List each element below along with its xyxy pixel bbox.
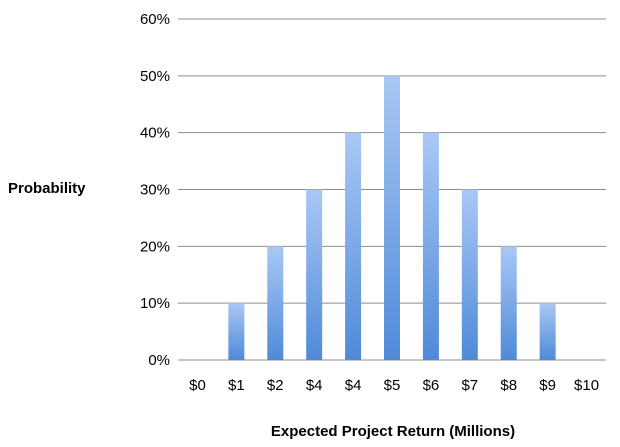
y-tick-labels: 0% 10% 20% 30% 40% 50% 60% <box>140 11 170 369</box>
x-tick-label: $4 <box>306 377 323 394</box>
y-tick-label: 30% <box>140 182 170 199</box>
x-tick-label: $7 <box>461 377 478 394</box>
bar <box>267 246 284 360</box>
y-tick-label: 0% <box>148 352 170 369</box>
y-tick-label: 60% <box>140 11 170 28</box>
bar <box>422 132 439 360</box>
y-tick-label: 40% <box>140 125 170 142</box>
x-tick-label: $10 <box>574 377 599 394</box>
bar <box>384 75 400 360</box>
bar <box>539 303 556 360</box>
y-tick-label: 20% <box>140 238 170 255</box>
x-tick-label: $4 <box>345 377 362 394</box>
x-tick-label: $0 <box>189 377 206 394</box>
bar <box>345 132 362 360</box>
bar <box>306 189 323 360</box>
x-tick-label: $6 <box>423 377 440 394</box>
x-tick-labels: $0 $1 $2 $4 $4 $5 $6 $7 $8 $9 $10 <box>189 377 599 394</box>
y-axis-title: Probability <box>8 180 86 197</box>
y-tick-label: 50% <box>140 68 170 85</box>
bar <box>461 189 478 360</box>
bars <box>228 75 556 360</box>
bar <box>500 246 517 360</box>
x-tick-label: $1 <box>228 377 245 394</box>
bar <box>228 303 245 360</box>
y-tick-label: 10% <box>140 295 170 312</box>
x-tick-label: $5 <box>384 377 401 394</box>
x-tick-label: $8 <box>500 377 517 394</box>
x-axis-title: Expected Project Return (Millions) <box>271 423 515 440</box>
x-tick-label: $2 <box>267 377 284 394</box>
x-tick-label: $9 <box>539 377 556 394</box>
